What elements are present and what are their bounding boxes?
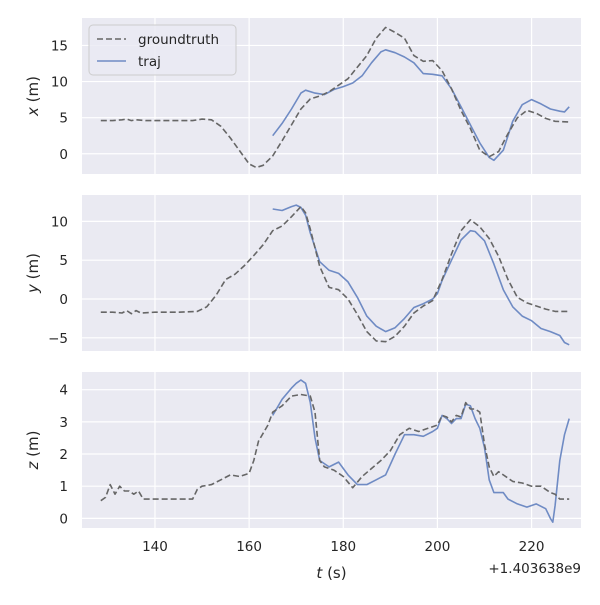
series-line-traj-z	[272, 379, 570, 523]
y-tick-label: 2	[59, 447, 68, 463]
y-axis-label-unit: (m)	[24, 431, 42, 462]
y-tick-label: 5	[59, 111, 68, 127]
series-line-traj-x	[272, 49, 570, 162]
x-axis-label-unit: (s)	[322, 564, 346, 582]
series-group-y	[100, 204, 570, 346]
series-line-groundtruth-x	[100, 26, 570, 169]
series-line-traj-y	[272, 204, 570, 346]
series-line-groundtruth-z	[100, 393, 570, 502]
y-tick-label: 15	[51, 38, 68, 54]
x-tick-label: 140	[142, 539, 168, 555]
x-tick-label: 180	[330, 539, 356, 555]
y-tick-label: 0	[59, 292, 68, 308]
legend-box	[88, 24, 237, 76]
y-axis-label: y (m)	[24, 253, 42, 294]
y-tick-label: −5	[48, 331, 68, 347]
y-tick-label: 0	[59, 147, 68, 163]
legend-label-groundtruth: groundtruth	[138, 32, 219, 48]
y-axis-label-var: z	[24, 460, 42, 470]
y-tick-label: 4	[59, 383, 68, 399]
panel-y: −5 0 5 10 y (m)	[24, 195, 581, 351]
series-line-groundtruth-y	[100, 205, 570, 343]
plot-area-z	[82, 372, 581, 528]
plot-area-y	[82, 195, 581, 351]
x-tick-label: 220	[519, 539, 545, 555]
x-tick-label: 160	[236, 539, 262, 555]
x-offset-label: +1.403638e9	[488, 561, 581, 577]
legend-label-traj: traj	[138, 54, 161, 70]
panel-z: 0 1 2 3 4 z (m)	[24, 372, 581, 528]
x-axis-label-var: t	[316, 564, 323, 582]
y-axis-label-unit: (m)	[24, 253, 42, 284]
panel-x: 0 5 10 15 x (m)	[24, 18, 581, 174]
series-group-z	[100, 379, 570, 523]
y-tick-label: 1	[59, 479, 68, 495]
y-axis-label: z (m)	[24, 431, 42, 471]
y-tick-label: 3	[59, 415, 68, 431]
y-tick-label: 0	[59, 511, 68, 527]
y-tick-label: 10	[51, 75, 68, 91]
y-axis-label: x (m)	[24, 76, 42, 117]
y-axis-label-var: x	[24, 107, 42, 117]
y-axis-label-unit: (m)	[24, 76, 42, 107]
y-tick-label: 5	[59, 253, 68, 269]
legend: groundtruth traj	[88, 24, 237, 76]
y-axis-label-var: y	[24, 283, 42, 294]
x-axis-label: t (s)	[316, 564, 346, 582]
x-tick-label: 200	[425, 539, 451, 555]
series-group-x	[100, 26, 570, 169]
y-tick-label: 10	[51, 214, 68, 230]
